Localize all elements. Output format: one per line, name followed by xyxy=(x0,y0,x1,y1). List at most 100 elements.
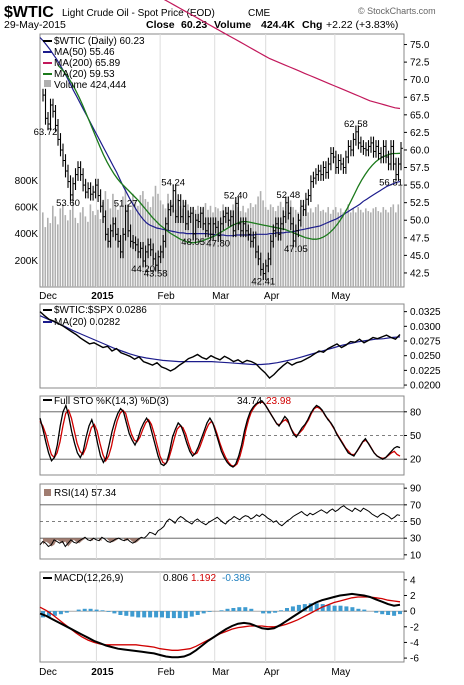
panel-frame-ratio xyxy=(39,303,405,389)
price-axis-ticks: 42.5 45.0 47.5 50.0 52.5 55.0 57.5 60.0 62.5 65.0… xyxy=(404,40,430,279)
macd-histogram-bar xyxy=(82,608,87,612)
volume-bar xyxy=(329,213,332,287)
volume-bar xyxy=(282,207,284,287)
close-label: Close xyxy=(146,19,175,31)
x-axis-tick-label: May xyxy=(331,667,350,678)
macd-histogram-bar xyxy=(201,611,206,614)
volume-bar xyxy=(99,219,102,287)
chart-exchange: CME xyxy=(248,8,271,19)
macd-histogram-bar xyxy=(273,611,278,613)
ratio-axis-ticks: 0.0200 0.0225 0.0250 0.0275 0.0300 0.0325 xyxy=(404,307,441,392)
volume-bar xyxy=(347,204,349,287)
macd-histogram-bar xyxy=(380,611,385,615)
macd-histogram-bar xyxy=(136,611,141,618)
price-panel xyxy=(39,0,403,280)
x-axis-tick-label: May xyxy=(331,291,350,302)
rsi-oversold-fill xyxy=(43,538,85,547)
volume-bar xyxy=(319,211,322,287)
volume-bar xyxy=(299,207,302,287)
volume-bar xyxy=(82,207,84,287)
x-axis-tick-label: 2015 xyxy=(91,667,114,678)
sto-k-value: 34.74 xyxy=(237,396,262,407)
volume-bar xyxy=(204,203,207,287)
volume-bar xyxy=(47,217,49,287)
volume-bar xyxy=(227,212,229,287)
macd-histogram-bar xyxy=(243,607,248,612)
macd-histogram-bar xyxy=(344,606,349,612)
macd-signal-value: 1.192 xyxy=(191,573,216,584)
volume-bar xyxy=(44,227,47,287)
price-axis-tick-label: 67.5 xyxy=(410,93,430,104)
rsi-legend-swatch xyxy=(44,489,51,496)
volume-bar xyxy=(102,201,104,287)
macd-histogram-bar xyxy=(189,611,194,617)
price-annotation: 52.40 xyxy=(224,190,248,201)
volume-bar xyxy=(247,208,249,287)
macd-histogram-bar xyxy=(362,609,367,612)
volume-bar xyxy=(314,207,317,287)
macd-histogram-bar xyxy=(142,611,147,618)
volume-bar xyxy=(377,211,380,287)
sto-k-line xyxy=(39,399,401,468)
x-axis-tick-label: Dec xyxy=(39,667,57,678)
volume-bar xyxy=(192,207,194,287)
volume-value: 424.4K xyxy=(261,19,295,31)
ratio-axis-tick-label: 0.0225 xyxy=(410,366,441,377)
volume-bar xyxy=(199,212,202,287)
volume-bar xyxy=(339,208,342,287)
volume-bar xyxy=(174,209,177,287)
volume-bar xyxy=(179,205,182,287)
panel-frame-macd xyxy=(39,571,405,663)
stochastic-axis-ticks: 20 50 80 xyxy=(404,407,422,466)
price-axis-tick-label: 42.5 xyxy=(410,268,430,279)
volume-bar xyxy=(164,208,167,287)
macd-histogram-bar xyxy=(64,611,69,613)
price-annotation: 48.05 xyxy=(181,237,205,248)
rsi-label: RSI(14) 57.34 xyxy=(54,488,117,499)
volume-bar xyxy=(380,212,382,287)
volume-bar xyxy=(177,199,179,287)
price-axis-tick-label: 75.0 xyxy=(410,40,430,51)
volume-bar xyxy=(357,207,359,287)
volume-bar xyxy=(67,220,69,287)
volume-bar xyxy=(277,205,279,287)
macd-histogram-bar xyxy=(398,611,402,615)
macd-histogram-bar xyxy=(314,603,319,612)
volume-bar xyxy=(62,204,64,287)
x-axis-tick-label: Mar xyxy=(212,291,230,302)
legend-ma200: MA(200) 65.89 xyxy=(54,58,121,69)
ma20-line xyxy=(57,65,401,244)
volume-bar xyxy=(144,199,147,287)
volume-bar xyxy=(390,207,392,287)
macd-histogram-bar xyxy=(94,609,99,612)
chart-date: 29-May-2015 xyxy=(4,19,66,31)
volume-bar xyxy=(274,211,277,287)
macd-axis-tick-label: 2 xyxy=(410,591,416,602)
macd-histogram-bar xyxy=(249,608,254,612)
macd-histogram-bar xyxy=(392,611,397,616)
volume-bar xyxy=(229,209,232,287)
macd-histogram-bar xyxy=(219,610,224,612)
price-axis-tick-label: 72.5 xyxy=(410,58,430,69)
volume-bar xyxy=(64,215,67,287)
price-annotation: 54.24 xyxy=(161,177,185,188)
x-axis-tick-label: Apr xyxy=(264,291,280,302)
volume-bar xyxy=(322,209,324,287)
volume-bar xyxy=(324,212,327,287)
macd-histogram-bar xyxy=(58,611,63,615)
volume-bar xyxy=(114,203,117,287)
volume-bar xyxy=(182,208,184,287)
volume-bar xyxy=(57,224,59,287)
legend-volume: Volume 424,444 xyxy=(54,80,127,91)
x-axis-tick-label: Dec xyxy=(39,291,57,302)
volume-bar xyxy=(74,217,77,287)
volume-label: Volume xyxy=(214,19,251,31)
close-value: 60.23 xyxy=(181,19,207,31)
ratio-axis-tick-label: 0.0275 xyxy=(410,337,441,348)
macd-histogram-bar xyxy=(160,611,164,618)
x-axis-tick-label: Feb xyxy=(157,667,175,678)
volume-bar xyxy=(117,209,119,287)
macd-axis-tick-label: -2 xyxy=(410,622,419,633)
macd-label: MACD(12,26,9) xyxy=(54,573,123,584)
volume-bar xyxy=(400,185,402,287)
